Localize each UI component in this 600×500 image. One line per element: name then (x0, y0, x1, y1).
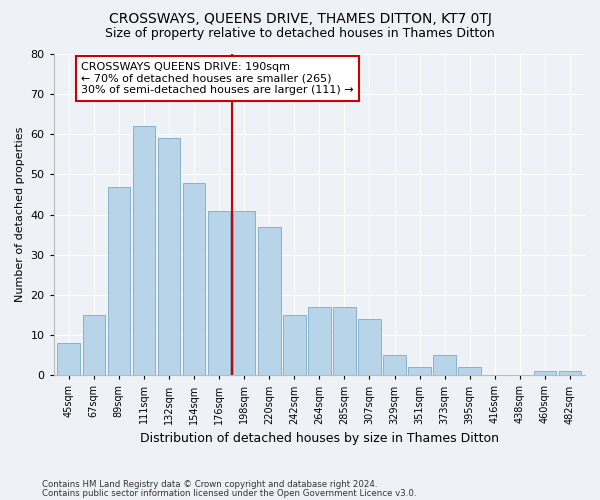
X-axis label: Distribution of detached houses by size in Thames Ditton: Distribution of detached houses by size … (140, 432, 499, 445)
Y-axis label: Number of detached properties: Number of detached properties (15, 127, 25, 302)
Bar (533, 371, 556, 376)
Text: Contains public sector information licensed under the Open Government Licence v3: Contains public sector information licen… (42, 488, 416, 498)
Bar (433, 355, 456, 376)
Bar (283, 315, 305, 376)
Bar (559, 371, 581, 376)
Text: CROSSWAYS QUEENS DRIVE: 190sqm
← 70% of detached houses are smaller (265)
30% of: CROSSWAYS QUEENS DRIVE: 190sqm ← 70% of … (81, 62, 354, 95)
Bar (158, 138, 180, 376)
Bar (333, 307, 356, 376)
Bar (107, 186, 130, 376)
Bar (308, 307, 331, 376)
Bar (383, 355, 406, 376)
Bar (83, 315, 105, 376)
Bar (409, 367, 431, 376)
Bar (208, 210, 230, 376)
Bar (358, 319, 381, 376)
Bar (133, 126, 155, 376)
Text: CROSSWAYS, QUEENS DRIVE, THAMES DITTON, KT7 0TJ: CROSSWAYS, QUEENS DRIVE, THAMES DITTON, … (109, 12, 491, 26)
Bar (183, 182, 205, 376)
Bar (258, 226, 281, 376)
Text: Size of property relative to detached houses in Thames Ditton: Size of property relative to detached ho… (105, 28, 495, 40)
Text: Contains HM Land Registry data © Crown copyright and database right 2024.: Contains HM Land Registry data © Crown c… (42, 480, 377, 489)
Bar (233, 210, 256, 376)
Bar (58, 343, 80, 376)
Bar (458, 367, 481, 376)
